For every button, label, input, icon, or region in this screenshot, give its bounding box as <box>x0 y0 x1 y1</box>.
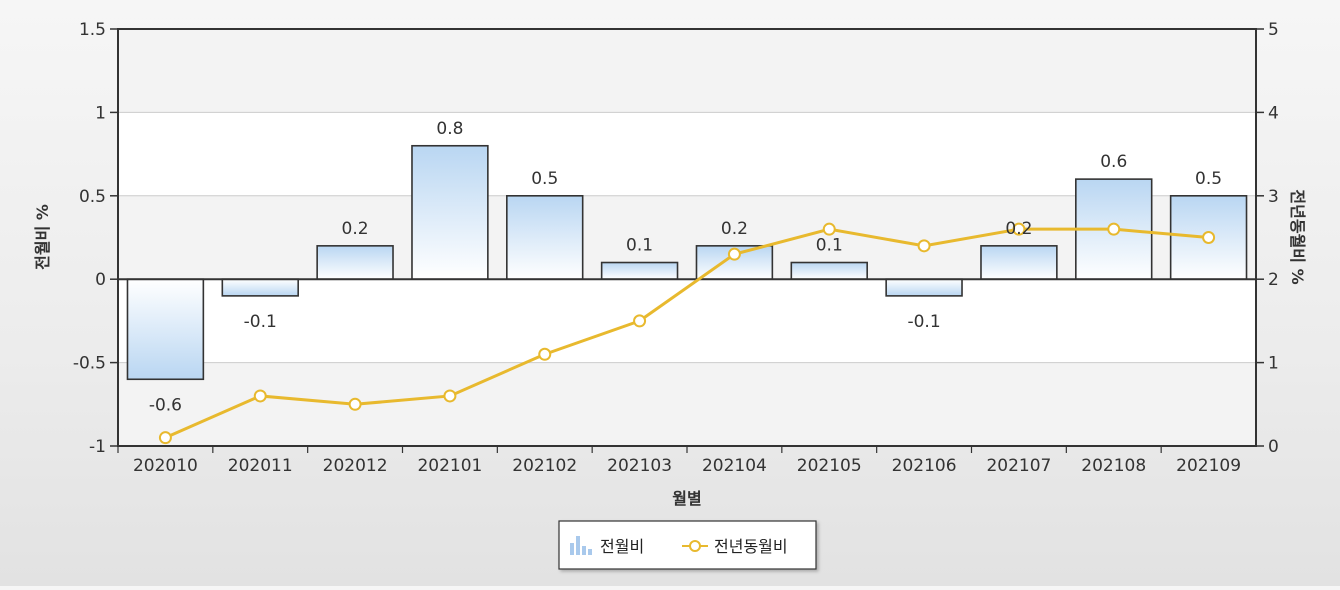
x-tick-label-202104: 202104 <box>702 456 767 476</box>
line-point-202104 <box>727 247 741 261</box>
x-tick-label-202102: 202102 <box>512 456 577 476</box>
plot-bands <box>118 29 1256 446</box>
legend-label-bar: 전월비 <box>600 537 644 556</box>
left-tick-label: -1 <box>89 437 106 457</box>
right-tick-label: 5 <box>1268 20 1279 40</box>
plot-band <box>118 112 1256 196</box>
right-tick-label: 2 <box>1268 270 1279 290</box>
x-tick-label-202109: 202109 <box>1176 456 1241 476</box>
x-tick-label-202012: 202012 <box>323 456 388 476</box>
line-point-202103 <box>633 314 647 328</box>
line-point-202109 <box>1202 231 1216 244</box>
line-point-202012 <box>348 397 362 411</box>
x-tick-label-202108: 202108 <box>1081 456 1146 476</box>
bar-202010 <box>126 278 205 381</box>
left-axis-ticks: -1 -0.5 0 0.5 1 1.5 <box>73 20 118 457</box>
bar-data-label-202107: 0.2 <box>1005 219 1032 239</box>
bar-202011 <box>221 278 299 297</box>
line-marker-icon <box>682 540 708 552</box>
bar-data-label-202011: -0.1 <box>244 312 277 332</box>
line-path <box>164 227 1209 440</box>
line-point-202105 <box>822 222 836 236</box>
bar-202101 <box>411 144 489 280</box>
plot-band <box>118 195 1256 280</box>
y-axis-right-title: 전년동월비 % <box>1288 189 1307 284</box>
bar-202102 <box>506 195 584 281</box>
legend: 전월비 전년동월비 <box>558 520 817 570</box>
x-tick-label-202103: 202103 <box>607 456 672 476</box>
bar-202107 <box>980 245 1058 280</box>
x-tick-label-202010: 202010 <box>133 456 198 476</box>
left-tick-label: 1 <box>95 103 106 123</box>
line-series <box>158 222 1216 445</box>
x-tick-label-202106: 202106 <box>892 456 957 476</box>
bar-data-label-202010: -0.6 <box>149 395 182 415</box>
plot-band <box>118 362 1256 446</box>
bar-202103 <box>600 261 679 280</box>
legend-item-line[interactable]: 전년동월비 <box>682 537 788 556</box>
bar-202012 <box>316 245 394 280</box>
left-tick-label: 0 <box>95 270 106 290</box>
left-tick-label: 1.5 <box>79 20 106 40</box>
y-axis-left-title: 전월비 % <box>33 204 52 270</box>
x-tick-label-202101: 202101 <box>417 456 482 476</box>
right-axis-ticks: 0 1 2 3 4 5 <box>1256 20 1279 457</box>
line-point-202107 <box>1012 222 1026 236</box>
legend-item-bar[interactable]: 전월비 <box>570 536 644 556</box>
left-tick-label: 0.5 <box>79 187 106 207</box>
x-tick-label-202105: 202105 <box>797 456 862 476</box>
line-point-202106 <box>917 239 931 253</box>
line-point-202108 <box>1107 222 1121 236</box>
bar-data-label-202103: 0.1 <box>626 236 653 256</box>
right-tick-label: 1 <box>1268 354 1279 374</box>
bar-data-label-202101: 0.8 <box>436 119 463 139</box>
bar-data-label-202106: -0.1 <box>907 312 940 332</box>
line-point-202010 <box>158 431 172 445</box>
left-tick-label: -0.5 <box>73 354 106 374</box>
data-labels: -0.6 -0.1 0.2 0.8 0.5 0.1 0.2 0.1 -0.1 0.2 0.6 0.5 <box>149 119 1222 416</box>
right-tick-label: 0 <box>1268 437 1279 457</box>
line-point-202011 <box>253 389 267 403</box>
line-point-202102 <box>538 347 552 361</box>
plot-band <box>118 29 1256 113</box>
bar-data-label-202105: 0.1 <box>816 236 843 256</box>
plot-band <box>118 279 1256 363</box>
bar-202105 <box>790 261 868 280</box>
x-axis-ticks: 202010 202011 202012 202101 202102 202103 2021… <box>117 446 1241 476</box>
legend-label-line: 전년동월비 <box>714 537 788 556</box>
bar-data-label-202109: 0.5 <box>1195 169 1222 189</box>
right-tick-label: 3 <box>1268 187 1279 207</box>
right-tick-label: 4 <box>1268 103 1279 123</box>
bar-data-label-202108: 0.6 <box>1100 152 1127 172</box>
x-tick-label-202107: 202107 <box>986 456 1051 476</box>
x-tick-label-202011: 202011 <box>228 456 293 476</box>
bar-data-label-202104: 0.2 <box>721 219 748 239</box>
line-point-202101 <box>443 389 457 403</box>
bar-data-label-202012: 0.2 <box>342 219 369 239</box>
bar-chart-icon <box>570 536 592 555</box>
bar-data-label-202102: 0.5 <box>531 169 558 189</box>
gridlines <box>118 111 1256 364</box>
x-axis-title: 월별 <box>672 489 701 508</box>
bar-202106 <box>885 278 963 297</box>
